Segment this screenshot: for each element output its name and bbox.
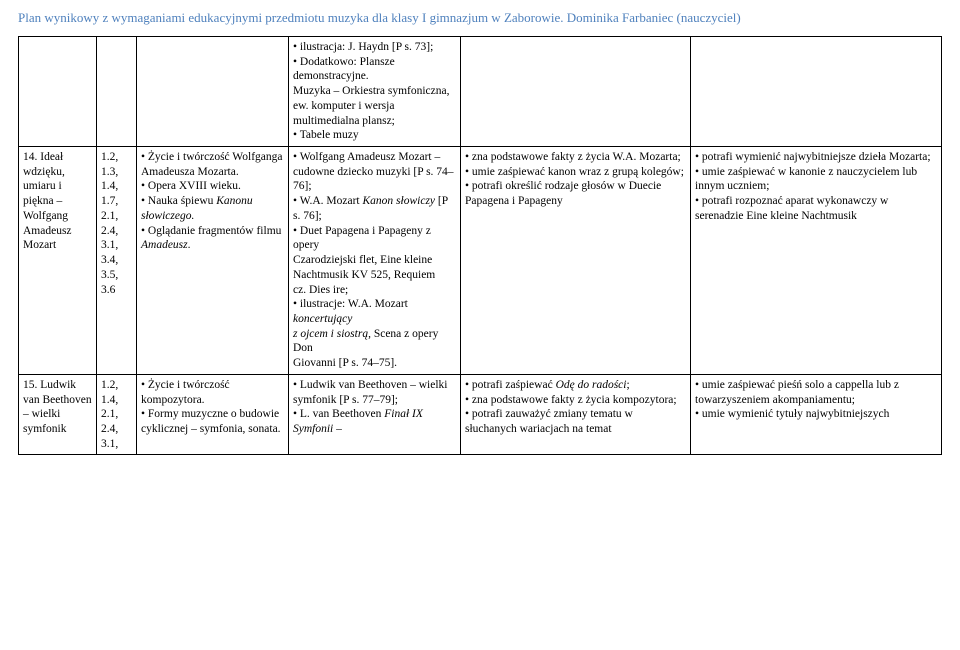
page-header: Plan wynikowy z wymaganiami edukacyjnymi…	[0, 0, 960, 30]
cell-topic	[19, 37, 97, 147]
cell-activities	[137, 37, 289, 147]
cell-activities: • Życie i twórczość WolfgangaAmadeusza M…	[137, 147, 289, 375]
cell-materials: • Wolfgang Amadeusz Mozart –cudowne dzie…	[289, 147, 461, 375]
table-row: • ilustracja: J. Haydn [P s. 73];• Dodat…	[19, 37, 942, 147]
cell-materials: • Ludwik van Beethoven – wielkisymfonik …	[289, 374, 461, 455]
cell-extended: • potrafi wymienić najwybitniejsze dzieł…	[691, 147, 942, 375]
cell-extended: • umie zaśpiewać pieśń solo a cappella l…	[691, 374, 942, 455]
curriculum-table: • ilustracja: J. Haydn [P s. 73];• Dodat…	[18, 36, 942, 455]
cell-activities: • Życie i twórczość kompozytora.• Formy …	[137, 374, 289, 455]
table-row: 14. Ideał wdzięku, umiaru i piękna – Wol…	[19, 147, 942, 375]
cell-extended	[691, 37, 942, 147]
header-text: Plan wynikowy z wymaganiami edukacyjnymi…	[18, 10, 741, 25]
cell-numbers	[97, 37, 137, 147]
cell-materials: • ilustracja: J. Haydn [P s. 73];• Dodat…	[289, 37, 461, 147]
cell-basic	[461, 37, 691, 147]
content-area: • ilustracja: J. Haydn [P s. 73];• Dodat…	[0, 30, 960, 455]
cell-topic: 14. Ideał wdzięku, umiaru i piękna – Wol…	[19, 147, 97, 375]
cell-basic: • zna podstawowe fakty z życia W.A. Moza…	[461, 147, 691, 375]
cell-topic: 15. Ludwik van Beethoven – wielki symfon…	[19, 374, 97, 455]
cell-numbers: 1.2,1.4,2.1,2.4,3.1,	[97, 374, 137, 455]
cell-numbers: 1.2,1.3,1.4,1.7,2.1,2.4,3.1,3.4,3.5,3.6	[97, 147, 137, 375]
cell-basic: • potrafi zaśpiewać Odę do radości;• zna…	[461, 374, 691, 455]
table-row: 15. Ludwik van Beethoven – wielki symfon…	[19, 374, 942, 455]
